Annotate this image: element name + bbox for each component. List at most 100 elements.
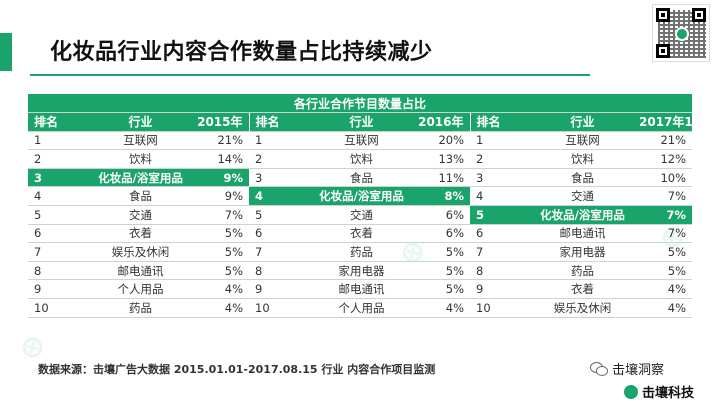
share-cell: 5% xyxy=(191,242,249,262)
brand-name: 击壤科技 xyxy=(642,386,695,401)
rank-cell: 6 xyxy=(470,224,532,244)
rank-cell: 4 xyxy=(28,186,90,207)
industry-cell: 家用电器 xyxy=(532,242,633,262)
brand-logo: 击壤科技 xyxy=(624,382,694,401)
table-row: 8 邮电通讯 5% 8 家用电器 5% 8 药品 5% xyxy=(28,261,693,281)
rank-cell: 1 xyxy=(470,131,532,151)
rank-cell: 9 xyxy=(470,279,532,300)
rank-cell: 5 xyxy=(470,205,532,225)
wechat-icon xyxy=(590,362,608,376)
wechat-account: 击壤洞察 xyxy=(590,359,664,378)
page-title: 化妆品行业内容合作数量占比持续减少 xyxy=(50,40,433,65)
rank-cell: 10 xyxy=(249,298,311,318)
year-header: 2017年1-8月 xyxy=(633,112,718,132)
title-divider xyxy=(30,74,590,76)
share-cell: 13% xyxy=(412,149,470,169)
rank-cell: 7 xyxy=(249,242,311,262)
rank-cell: 8 xyxy=(249,261,311,281)
industry-cell: 衣着 xyxy=(532,279,633,300)
industry-cell: 衣着 xyxy=(90,224,191,244)
rank-cell: 3 xyxy=(470,168,532,188)
table-row: 1 互联网 21% 1 互联网 20% 1 互联网 21% xyxy=(28,131,693,151)
table-row: 9 个人用品 4% 9 邮电通讯 5% 9 衣着 4% xyxy=(28,279,693,300)
industry-cell: 化妆品/浴室用品 xyxy=(90,168,191,188)
rank-cell: 5 xyxy=(28,205,90,225)
share-cell: 5% xyxy=(412,242,470,262)
share-cell: 4% xyxy=(191,298,249,318)
industry-cell: 个人用品 xyxy=(90,279,191,300)
rank-cell: 3 xyxy=(28,168,90,188)
share-cell: 9% xyxy=(191,168,249,188)
share-cell: 5% xyxy=(633,261,693,281)
rank-cell: 8 xyxy=(28,261,90,281)
share-cell: 20% xyxy=(412,131,470,151)
rank-cell: 6 xyxy=(249,224,311,244)
industry-cell: 食品 xyxy=(532,168,633,188)
industry-cell: 邮电通讯 xyxy=(311,279,412,300)
share-cell: 14% xyxy=(191,149,249,169)
share-cell: 9% xyxy=(191,186,249,207)
industry-cell: 药品 xyxy=(311,242,412,262)
table-row: 7 娱乐及休闲 5% 7 药品 5% 7 家用电器 5% xyxy=(28,242,693,262)
qr-code-icon xyxy=(652,4,710,62)
rank-cell: 3 xyxy=(249,168,311,188)
industry-header: 行业 xyxy=(90,112,191,132)
rank-cell: 10 xyxy=(470,298,532,318)
rank-cell: 1 xyxy=(28,131,90,151)
share-cell: 4% xyxy=(412,298,470,318)
rank-header: 排名 xyxy=(469,112,532,132)
share-cell: 11% xyxy=(412,168,470,188)
industry-header: 行业 xyxy=(311,112,412,132)
rank-cell: 7 xyxy=(28,242,90,262)
rank-cell: 1 xyxy=(249,131,311,151)
share-cell: 10% xyxy=(633,168,693,188)
industry-cell: 邮电通讯 xyxy=(90,261,191,281)
share-cell: 21% xyxy=(633,131,693,151)
industry-cell: 互联网 xyxy=(532,131,633,151)
industry-cell: 互联网 xyxy=(311,131,412,151)
industry-cell: 饮料 xyxy=(311,149,412,169)
industry-cell: 交通 xyxy=(311,205,412,225)
rank-cell: 2 xyxy=(470,149,532,169)
share-cell: 4% xyxy=(191,279,249,300)
share-cell: 7% xyxy=(633,205,693,225)
industry-cell: 交通 xyxy=(532,186,633,207)
share-cell: 8% xyxy=(412,186,470,207)
rank-cell: 8 xyxy=(470,261,532,281)
share-cell: 7% xyxy=(633,224,693,244)
industry-cell: 家用电器 xyxy=(311,261,412,281)
year-header: 2015年 xyxy=(191,112,249,132)
rank-cell: 9 xyxy=(249,279,311,300)
wechat-account-label: 击壤洞察 xyxy=(612,363,665,378)
share-cell: 5% xyxy=(191,261,249,281)
share-cell: 6% xyxy=(412,205,470,225)
brand-icon xyxy=(624,385,638,399)
share-cell: 5% xyxy=(633,242,693,262)
industry-cell: 化妆品/浴室用品 xyxy=(532,205,633,225)
table-row: 2 饮料 14% 2 饮料 13% 2 饮料 12% xyxy=(28,149,693,169)
industry-cell: 娱乐及休闲 xyxy=(532,298,633,318)
share-cell: 5% xyxy=(412,279,470,300)
share-cell: 7% xyxy=(191,205,249,225)
industry-cell: 邮电通讯 xyxy=(532,224,633,244)
accent-bar xyxy=(0,33,12,71)
rank-cell: 10 xyxy=(28,298,90,318)
industry-cell: 娱乐及休闲 xyxy=(90,242,191,262)
rank-cell: 4 xyxy=(470,186,532,207)
rank-cell: 5 xyxy=(249,205,311,225)
share-cell: 5% xyxy=(191,224,249,244)
rank-cell: 4 xyxy=(249,186,311,207)
rank-cell: 7 xyxy=(470,242,532,262)
data-source-note: 数据来源：击壤广告大数据 2015.01.01-2017.08.15 行业 内容… xyxy=(38,363,436,376)
industry-cell: 个人用品 xyxy=(311,298,412,318)
rank-cell: 2 xyxy=(249,149,311,169)
industry-cell: 衣着 xyxy=(311,224,412,244)
industry-cell: 饮料 xyxy=(90,149,191,169)
share-cell: 4% xyxy=(633,298,693,318)
table-caption: 各行业合作节目数量占比 xyxy=(28,94,693,114)
share-cell: 12% xyxy=(633,149,693,169)
share-cell: 21% xyxy=(191,131,249,151)
rank-header: 排名 xyxy=(28,112,90,132)
share-cell: 5% xyxy=(412,261,470,281)
share-cell: 6% xyxy=(412,224,470,244)
